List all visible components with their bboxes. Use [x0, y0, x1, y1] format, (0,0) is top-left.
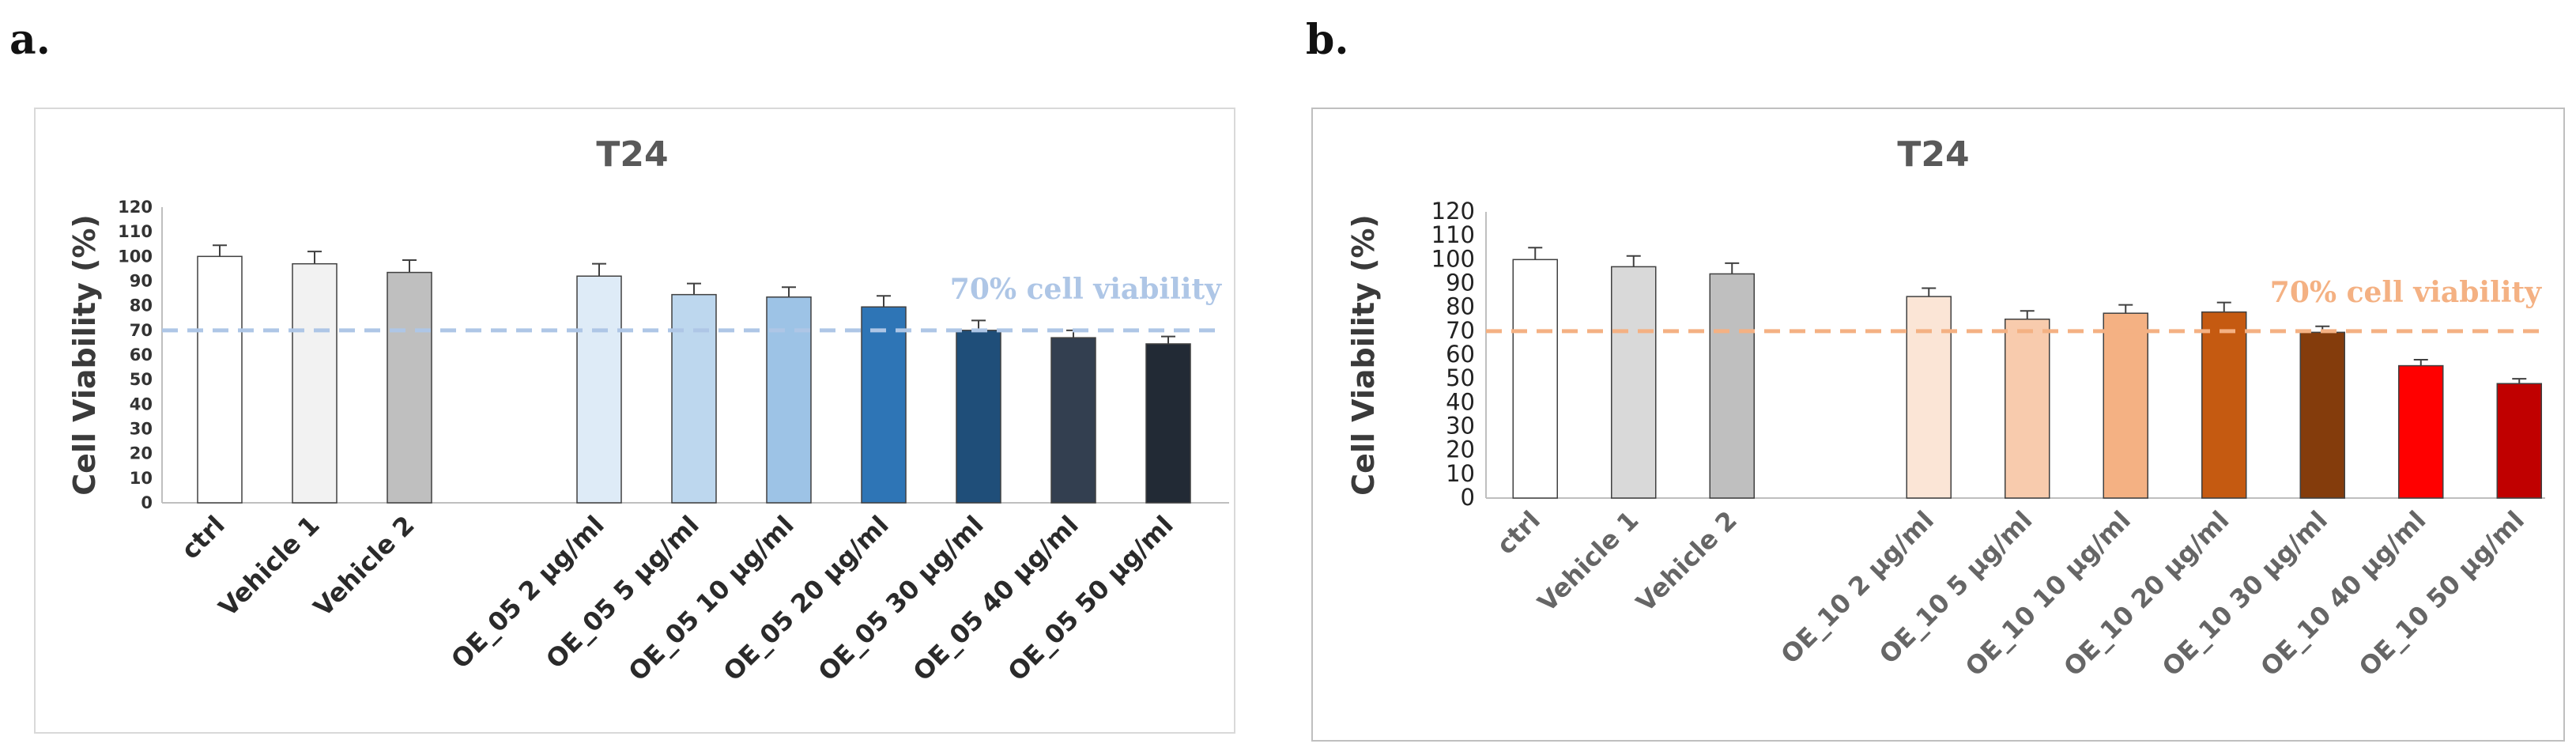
y-tick-label: 10 [1446, 460, 1475, 487]
panel-label-b: b. [1306, 16, 1348, 64]
y-tick-label: 80 [130, 296, 153, 315]
bar [2299, 331, 2345, 499]
y-tick-label: 90 [130, 272, 153, 291]
y-tick-label: 110 [1431, 221, 1475, 248]
bar [1709, 273, 1755, 499]
bar [2496, 383, 2542, 499]
y-tick-label: 40 [1446, 388, 1475, 415]
bar [861, 306, 907, 504]
y-tick-label: 120 [1431, 198, 1475, 225]
panel-label-a: a. [9, 16, 51, 64]
y-tick-label: 100 [1431, 245, 1475, 272]
y-tick-label: 50 [130, 370, 153, 389]
bar [1906, 296, 1952, 499]
bar [292, 262, 338, 504]
bar [1145, 343, 1191, 504]
bar [1050, 337, 1096, 504]
bar [1512, 259, 1558, 499]
y-tick-label: 80 [1446, 293, 1475, 320]
y-tick-label: 60 [130, 345, 153, 364]
bar [766, 296, 812, 504]
y-tick-label: 20 [1446, 436, 1475, 463]
bar [2201, 311, 2247, 499]
y-tick-label: 30 [130, 420, 153, 439]
bar [1611, 266, 1657, 499]
reference-line-label: 70% cell viability [2270, 276, 2542, 309]
y-tick-label: 70 [130, 321, 153, 340]
bar [576, 275, 622, 504]
bar [2398, 364, 2444, 499]
y-tick-label: 120 [118, 198, 153, 217]
bar [2103, 312, 2148, 499]
y-tick-label: 0 [141, 493, 153, 512]
y-tick-label: 100 [118, 247, 153, 266]
bar [2005, 319, 2050, 499]
y-tick-label: 30 [1446, 413, 1475, 440]
y-tick-label: 0 [1461, 484, 1475, 511]
bar [387, 271, 432, 504]
y-tick-label: 20 [130, 444, 153, 463]
y-tick-label: 70 [1446, 317, 1475, 344]
y-tick-label: 90 [1446, 270, 1475, 296]
y-axis-label: Cell Viability (%) [67, 214, 102, 496]
chart-title: T24 [1897, 134, 1969, 175]
bar [956, 330, 1001, 504]
chart-title: T24 [596, 134, 668, 175]
bar [197, 255, 243, 504]
reference-line-label: 70% cell viability [950, 273, 1222, 306]
bar [671, 293, 717, 504]
y-tick-label: 110 [118, 222, 153, 241]
y-tick-label: 60 [1446, 341, 1475, 368]
y-tick-label: 50 [1446, 364, 1475, 391]
y-tick-label: 40 [130, 394, 153, 413]
y-tick-label: 10 [130, 469, 153, 488]
y-axis-label: Cell Viability (%) [1346, 214, 1381, 496]
